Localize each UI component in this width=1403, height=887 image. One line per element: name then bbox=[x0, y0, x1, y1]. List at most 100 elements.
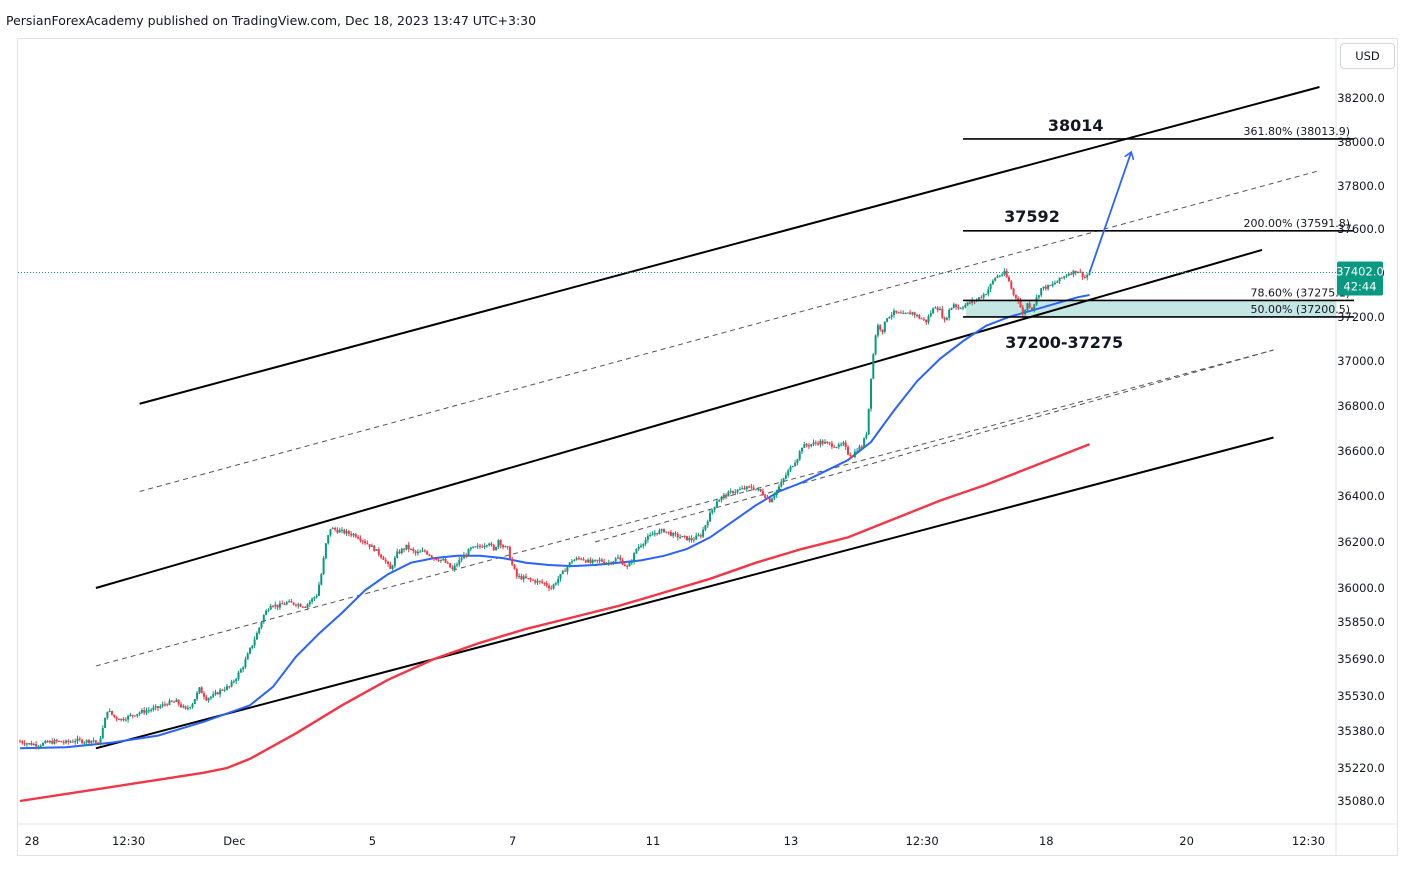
candle-body[interactable] bbox=[856, 450, 859, 452]
candle-body[interactable] bbox=[472, 546, 475, 548]
candle-body[interactable] bbox=[538, 580, 541, 582]
candle-body[interactable] bbox=[916, 315, 918, 317]
candle-body[interactable] bbox=[366, 543, 369, 545]
candle-body[interactable] bbox=[439, 559, 442, 561]
candle-body[interactable] bbox=[713, 506, 716, 510]
candle-body[interactable] bbox=[545, 583, 548, 586]
candle-body[interactable] bbox=[828, 442, 831, 444]
candle-body[interactable] bbox=[324, 543, 327, 559]
candle-body[interactable] bbox=[541, 581, 544, 583]
candle-body[interactable] bbox=[341, 529, 343, 531]
candle-body[interactable] bbox=[269, 605, 272, 610]
candle-body[interactable] bbox=[94, 740, 97, 743]
candle-body[interactable] bbox=[1026, 303, 1029, 311]
candle-body[interactable] bbox=[909, 312, 912, 315]
candle-body[interactable] bbox=[106, 711, 109, 718]
candle-body[interactable] bbox=[920, 318, 923, 320]
candle-body[interactable] bbox=[205, 696, 208, 701]
candle-body[interactable] bbox=[198, 687, 201, 693]
candle-body[interactable] bbox=[32, 744, 35, 746]
candle-body[interactable] bbox=[230, 681, 233, 687]
candle-body[interactable] bbox=[382, 557, 385, 560]
candle-body[interactable] bbox=[108, 710, 111, 712]
candle-body[interactable] bbox=[1044, 286, 1047, 289]
candle-body[interactable] bbox=[692, 539, 695, 541]
candle-body[interactable] bbox=[936, 307, 939, 311]
candle-body[interactable] bbox=[331, 528, 334, 530]
candle-body[interactable] bbox=[646, 536, 649, 540]
candle-body[interactable] bbox=[465, 554, 468, 556]
candle-body[interactable] bbox=[1088, 272, 1091, 275]
candle-body[interactable] bbox=[246, 653, 249, 660]
candle-body[interactable] bbox=[111, 710, 113, 715]
candle-body[interactable] bbox=[978, 297, 981, 300]
candle-body[interactable] bbox=[25, 743, 28, 745]
candle-body[interactable] bbox=[354, 534, 357, 537]
candle-body[interactable] bbox=[867, 408, 870, 435]
candle-body[interactable] bbox=[835, 447, 838, 449]
candle-body[interactable] bbox=[122, 718, 125, 721]
candle-body[interactable] bbox=[1012, 288, 1015, 295]
candle-body[interactable] bbox=[814, 442, 817, 444]
candle-body[interactable] bbox=[216, 692, 219, 695]
candle-body[interactable] bbox=[290, 601, 293, 603]
candle-body[interactable] bbox=[1028, 303, 1031, 308]
candle-body[interactable] bbox=[48, 741, 51, 743]
candle-body[interactable] bbox=[697, 535, 700, 537]
candle-body[interactable] bbox=[966, 302, 969, 305]
candle-body[interactable] bbox=[419, 551, 422, 553]
candle-body[interactable] bbox=[249, 648, 251, 654]
candle-body[interactable] bbox=[557, 578, 560, 584]
candle-body[interactable] bbox=[497, 540, 500, 548]
candle-body[interactable] bbox=[600, 559, 603, 562]
candle-body[interactable] bbox=[752, 487, 755, 490]
candle-body[interactable] bbox=[621, 559, 624, 565]
candle-body[interactable] bbox=[506, 546, 509, 548]
candle-body[interactable] bbox=[242, 667, 245, 670]
candle-body[interactable] bbox=[748, 486, 751, 488]
candle-body[interactable] bbox=[686, 536, 688, 541]
candle-body[interactable] bbox=[265, 610, 268, 615]
moving-average-fast[interactable] bbox=[19, 294, 1090, 750]
candle-body[interactable] bbox=[1065, 275, 1068, 277]
channel-upper-line[interactable] bbox=[139, 86, 1320, 405]
candle-body[interactable] bbox=[879, 325, 882, 330]
candle-body[interactable] bbox=[695, 535, 698, 540]
candle-body[interactable] bbox=[115, 717, 118, 719]
candle-body[interactable] bbox=[1031, 307, 1033, 310]
candle-body[interactable] bbox=[720, 496, 723, 500]
candle-body[interactable] bbox=[214, 692, 217, 695]
candle-body[interactable] bbox=[1056, 281, 1059, 283]
candle-body[interactable] bbox=[414, 550, 417, 554]
candle-body[interactable] bbox=[129, 714, 132, 716]
candle-body[interactable] bbox=[844, 442, 847, 447]
candle-body[interactable] bbox=[403, 548, 406, 550]
candle-body[interactable] bbox=[948, 309, 951, 318]
candle-body[interactable] bbox=[504, 546, 507, 548]
candle-body[interactable] bbox=[428, 554, 431, 556]
candle-body[interactable] bbox=[998, 275, 1001, 277]
candle-body[interactable] bbox=[1021, 307, 1024, 315]
candle-body[interactable] bbox=[667, 531, 670, 533]
candle-body[interactable] bbox=[193, 699, 196, 705]
candle-body[interactable] bbox=[186, 708, 189, 710]
candle-body[interactable] bbox=[819, 440, 822, 445]
candle-body[interactable] bbox=[738, 489, 741, 491]
candle-body[interactable] bbox=[794, 462, 797, 467]
candle-body[interactable] bbox=[469, 547, 472, 550]
candle-body[interactable] bbox=[458, 559, 461, 565]
candle-body[interactable] bbox=[741, 488, 744, 490]
candle-body[interactable] bbox=[120, 718, 123, 721]
candle-body[interactable] bbox=[633, 553, 636, 563]
candle-body[interactable] bbox=[665, 531, 668, 533]
candle-body[interactable] bbox=[543, 582, 546, 584]
candle-body[interactable] bbox=[876, 325, 879, 336]
currency-button[interactable]: USD bbox=[1340, 43, 1395, 69]
candle-body[interactable] bbox=[807, 445, 810, 447]
candle-body[interactable] bbox=[1019, 300, 1022, 308]
candle-body[interactable] bbox=[157, 706, 159, 708]
candle-body[interactable] bbox=[474, 546, 477, 548]
candle-body[interactable] bbox=[69, 741, 72, 743]
candle-body[interactable] bbox=[104, 717, 107, 728]
candle-body[interactable] bbox=[113, 714, 116, 718]
